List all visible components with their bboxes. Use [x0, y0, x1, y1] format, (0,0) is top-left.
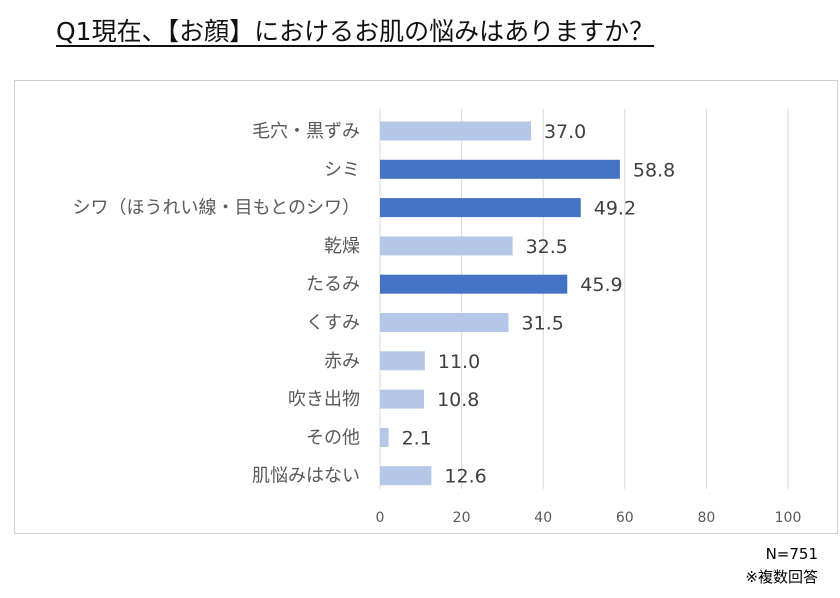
category-label: 乾燥: [324, 236, 360, 257]
multiple-answer-note: ※複数回答: [745, 568, 818, 586]
chart-title: Q1現在、【お顔】におけるお肌の悩みはありますか？: [56, 17, 655, 46]
data-label: 10.8: [437, 389, 479, 411]
category-label: たるみ: [306, 274, 360, 295]
data-label: 12.6: [444, 466, 486, 488]
chart-area: 0 20 40 60 80 100 毛穴・黒ずみ 37.0 シミ 58.8 シワ（ほうれい線・目もと…: [14, 80, 838, 534]
bar: [380, 427, 389, 447]
x-tick-label: 100: [775, 510, 802, 526]
data-label: 49.2: [594, 198, 636, 220]
data-label: 32.5: [526, 236, 568, 258]
bar: [380, 236, 513, 256]
x-tick-label: 40: [534, 510, 552, 526]
data-label: 37.0: [544, 121, 586, 143]
category-label: 毛穴・黒ずみ: [252, 121, 360, 142]
bar: [380, 198, 581, 218]
bar: [380, 466, 432, 486]
bar: [380, 274, 568, 294]
x-tick-label: 0: [376, 510, 385, 526]
x-tick-label: 80: [697, 510, 715, 526]
data-label: 31.5: [522, 313, 564, 335]
x-tick-label: 60: [616, 510, 634, 526]
data-label: 58.8: [633, 159, 675, 181]
bar: [380, 313, 509, 332]
bar: [380, 389, 425, 409]
category-label: 吹き出物: [288, 389, 360, 410]
data-label: 45.9: [580, 274, 622, 296]
sample-size-note: N=751: [765, 545, 818, 563]
category-label: シミ: [324, 159, 360, 180]
category-label: シワ（ほうれい線・目もとのシワ）: [73, 198, 360, 219]
category-label: くすみ: [306, 313, 360, 334]
category-label: 赤み: [324, 351, 360, 372]
bar: [380, 121, 531, 141]
category-label: その他: [306, 427, 360, 448]
data-label: 2.1: [402, 427, 432, 449]
x-tick-label: 20: [453, 510, 471, 526]
bar-chart: 0 20 40 60 80 100 毛穴・黒ずみ 37.0 シミ 58.8 シワ（ほうれい線・目もと…: [73, 109, 802, 526]
category-label: 肌悩みはない: [252, 466, 360, 487]
data-label: 11.0: [438, 351, 480, 373]
bar: [380, 159, 620, 179]
bar: [380, 351, 425, 371]
